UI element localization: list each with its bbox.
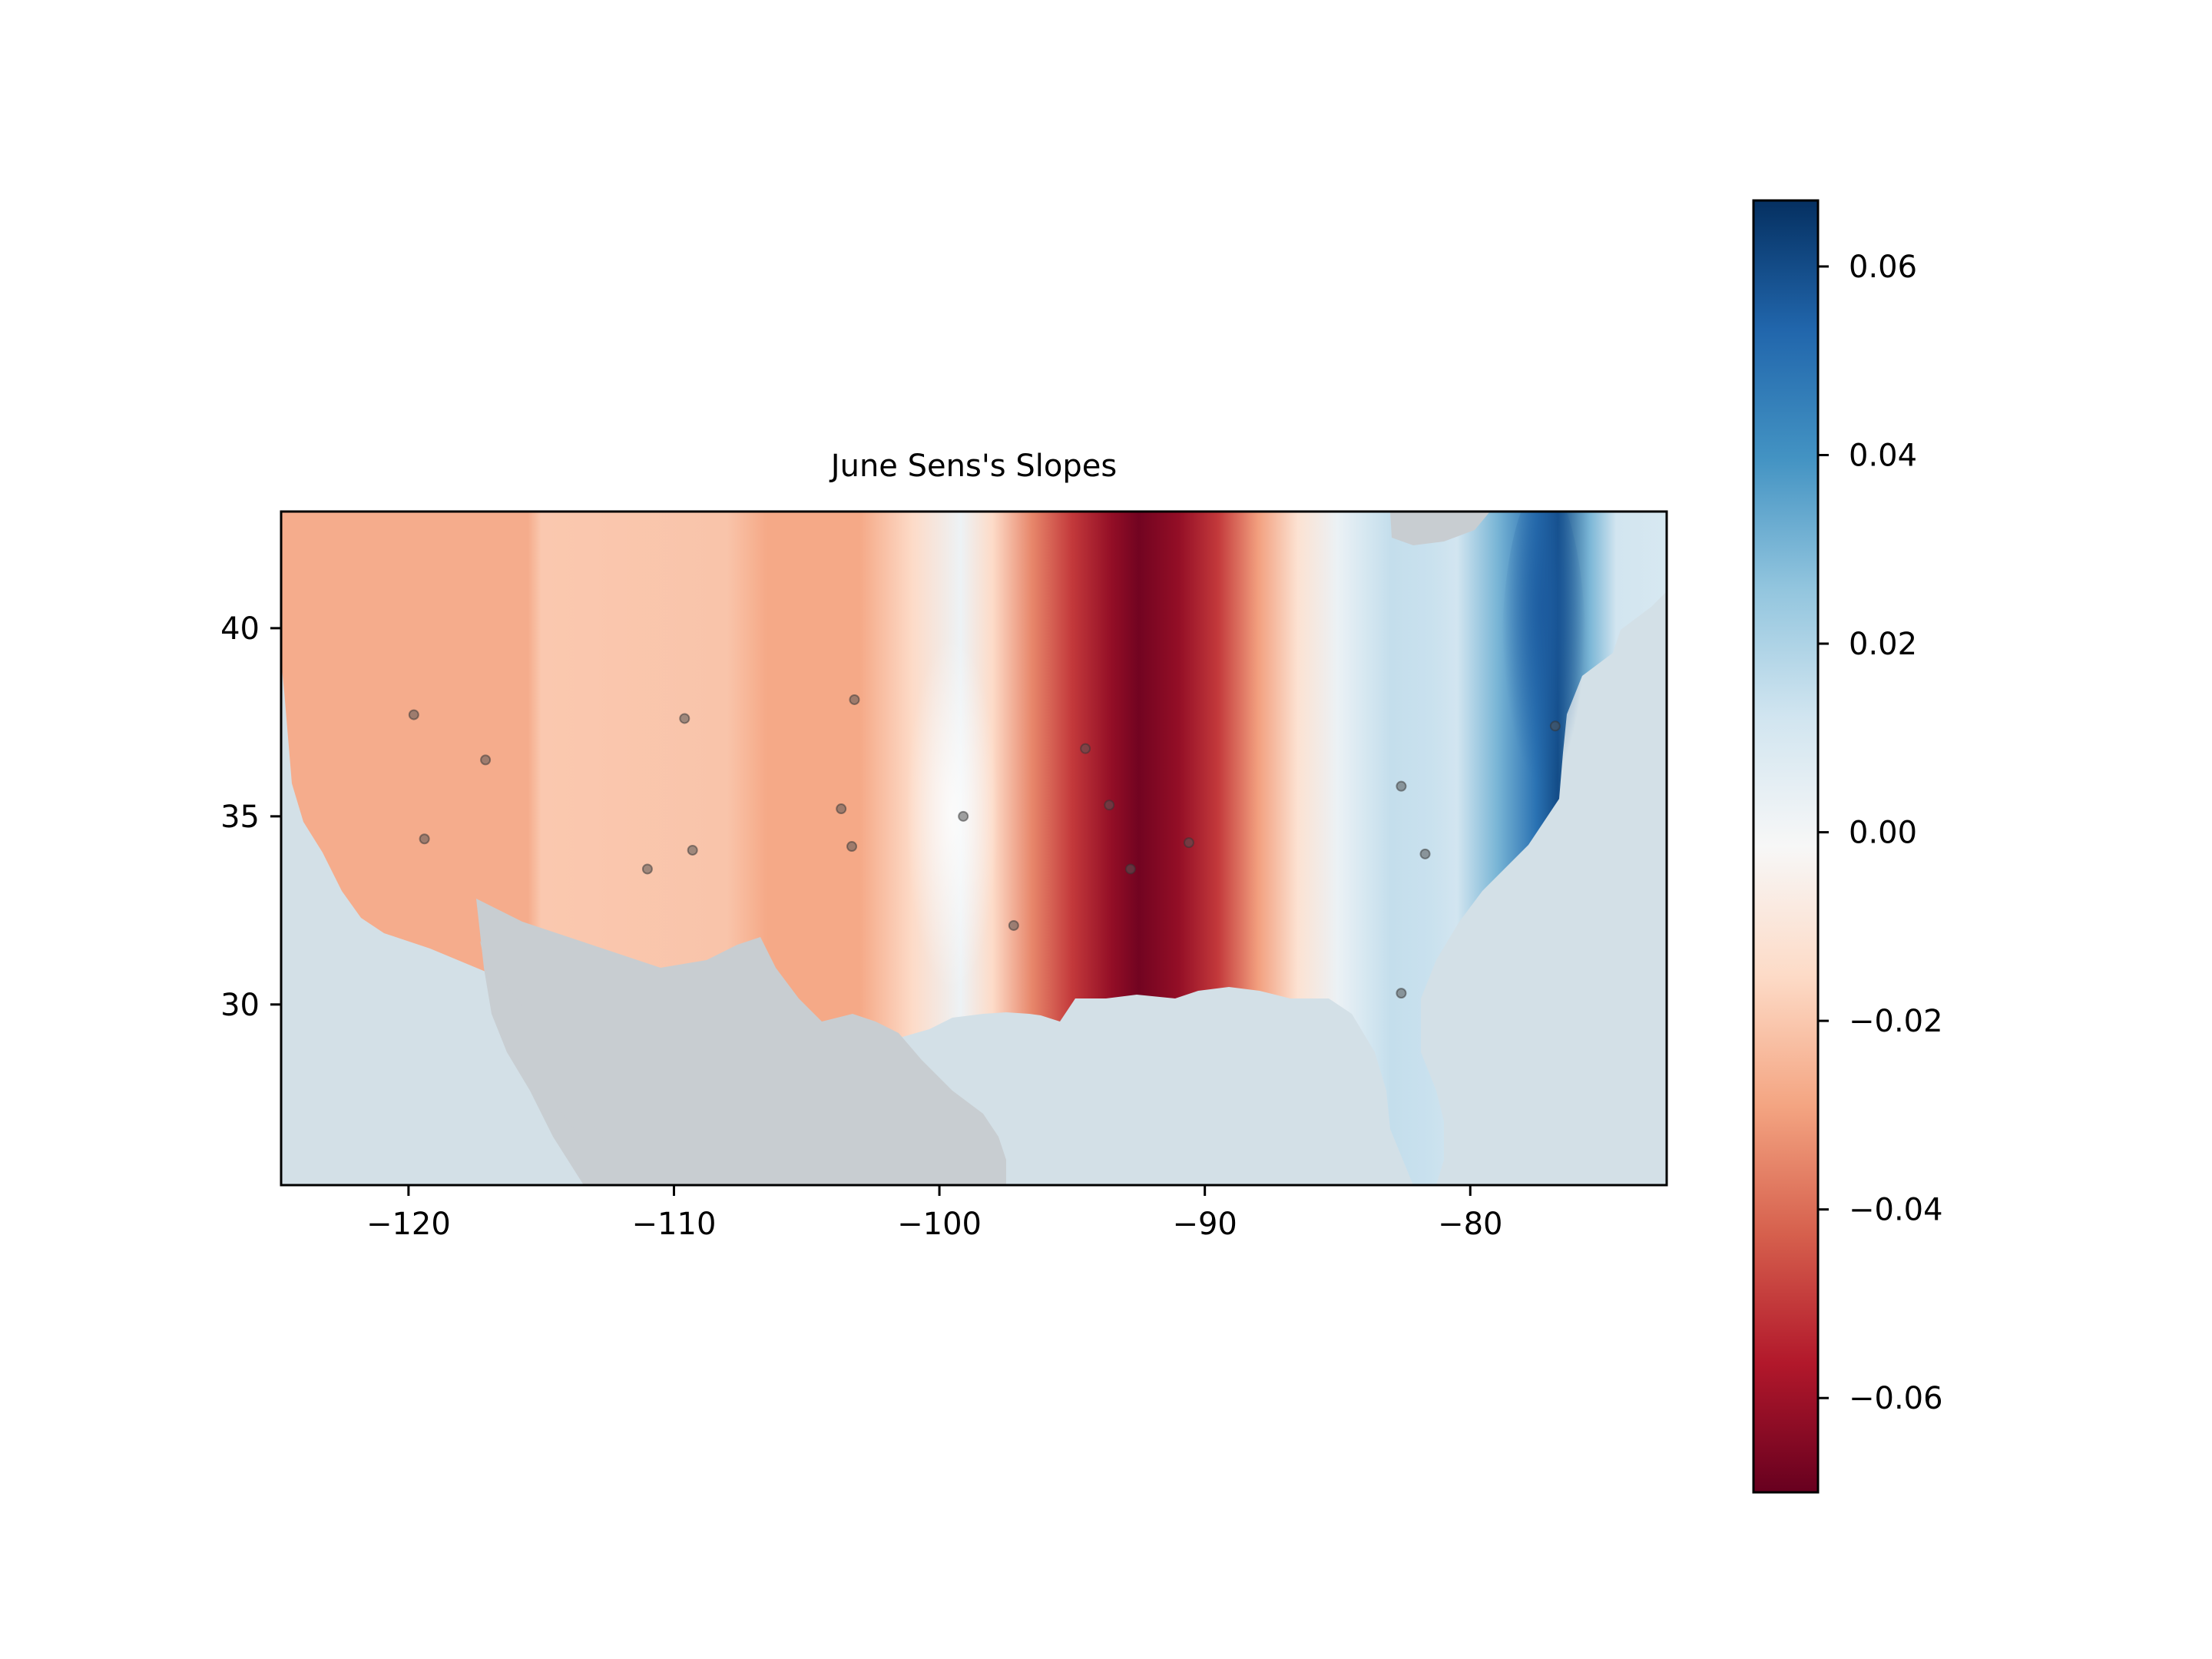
station-marker [480,754,492,766]
canada-landmass [1390,512,1490,545]
station-marker [641,863,653,875]
x-tick-label: −90 [1172,1207,1237,1242]
station-marker [1104,800,1115,811]
colorbar-ticks: −0.06 −0.04 −0.02 0.00 0.02 0.04 0.06 [1818,250,1943,1416]
station-marker [1396,780,1407,792]
colorbar-tick-label: −0.02 [1849,1004,1943,1039]
colorbar-tick-label: 0.02 [1849,627,1917,662]
station-marker [1396,988,1407,999]
colorbar-tick-label: 0.04 [1849,438,1917,473]
colorbar-gradient [1753,200,1818,1492]
y-tick-label: 30 [220,988,260,1023]
station-marker [687,844,698,856]
station-marker [408,709,419,720]
station-markers [408,694,1561,999]
station-marker [1124,863,1136,875]
station-marker [849,694,860,705]
y-tick-label: 35 [220,800,260,835]
colorbar-tick-label: 0.00 [1849,816,1917,851]
station-marker [1549,720,1561,732]
station-marker [836,803,847,815]
coastal-high-slope-zone [1502,512,1586,837]
low-slope-diamond [906,637,998,991]
x-tick-label: −120 [366,1207,451,1242]
y-tick-label: 40 [220,611,260,647]
y-axis: 30 35 40 [220,611,281,1023]
x-tick-label: −100 [897,1207,982,1242]
station-marker [419,833,430,845]
station-marker [1183,837,1194,849]
station-marker [958,810,969,822]
station-marker [1080,743,1091,754]
station-marker [1008,919,1019,931]
x-tick-label: −110 [632,1207,717,1242]
x-axis: −120 −110 −100 −90 −80 [366,1185,1502,1242]
colorbar-tick-label: 0.06 [1849,250,1917,285]
station-marker [1419,848,1431,859]
colorbar-frame [1752,199,1820,1494]
colorbar: −0.06 −0.04 −0.02 0.00 0.02 0.04 0.06 [1752,199,1943,1494]
plot-frame [280,510,1668,1187]
baja-peninsula [480,941,611,1167]
mexico-landmass [476,899,1006,1185]
colorbar-tick-label: −0.06 [1849,1381,1943,1416]
plot-area [281,512,1667,1185]
station-marker [679,713,690,724]
station-marker [846,841,858,853]
x-tick-label: −80 [1438,1207,1502,1242]
map-title: June Sens's Slopes [829,449,1117,484]
colorbar-tick-label: −0.04 [1849,1193,1943,1228]
